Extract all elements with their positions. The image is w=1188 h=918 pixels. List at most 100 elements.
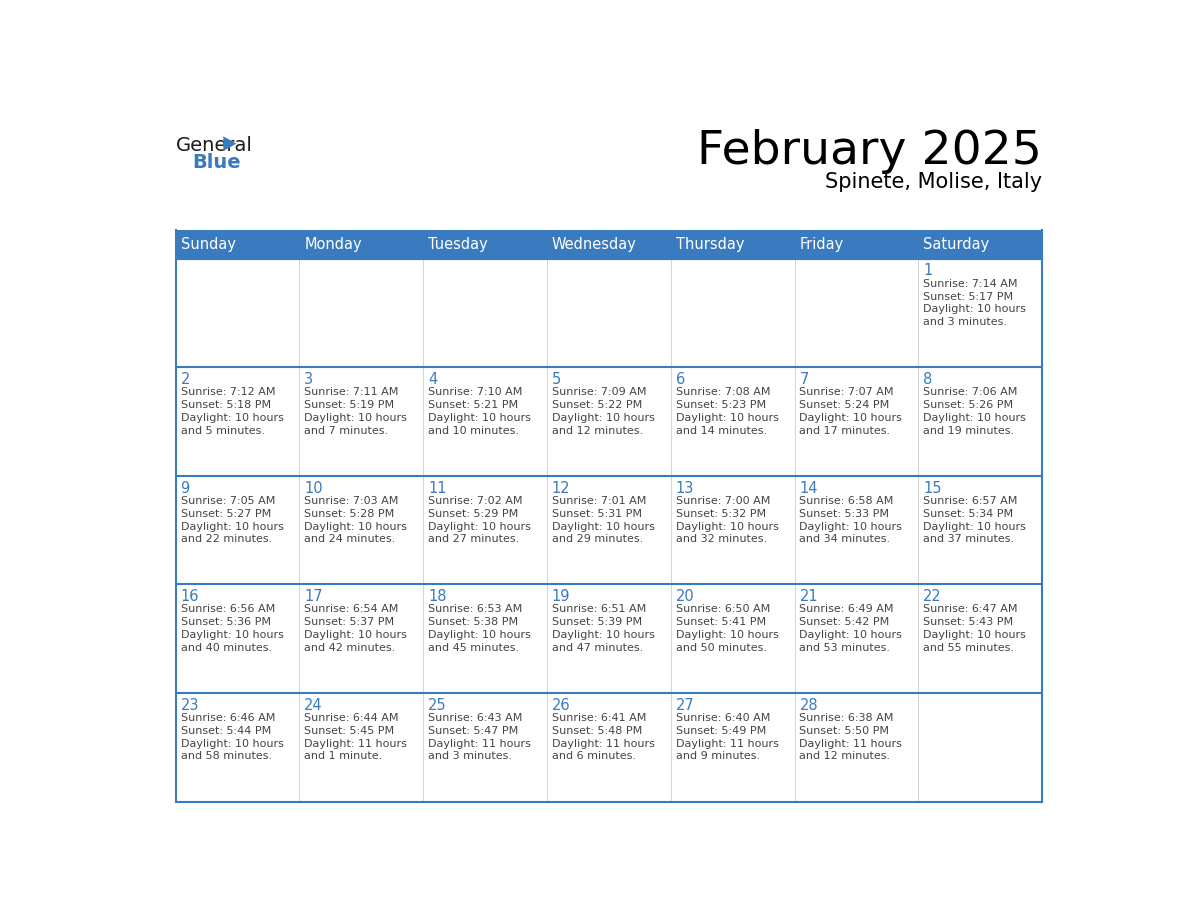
Bar [423,693,546,801]
Text: 16: 16 [181,589,200,604]
Text: 15: 15 [923,480,942,496]
Text: 3: 3 [304,372,314,387]
Bar [795,367,918,476]
Text: 1: 1 [923,263,933,278]
Text: 17: 17 [304,589,323,604]
Bar [176,259,299,367]
Bar [176,585,299,693]
Bar [795,476,918,585]
Text: Sunrise: 7:05 AM
Sunset: 5:27 PM
Daylight: 10 hours
and 22 minutes.: Sunrise: 7:05 AM Sunset: 5:27 PM Dayligh… [181,496,284,544]
Text: Spinete, Molise, Italy: Spinete, Molise, Italy [824,172,1042,192]
Text: Sunrise: 7:09 AM
Sunset: 5:22 PM
Daylight: 10 hours
and 12 minutes.: Sunrise: 7:09 AM Sunset: 5:22 PM Dayligh… [552,387,655,436]
Bar [795,585,918,693]
Text: Sunrise: 7:10 AM
Sunset: 5:21 PM
Daylight: 10 hours
and 10 minutes.: Sunrise: 7:10 AM Sunset: 5:21 PM Dayligh… [428,387,531,436]
Bar [546,476,671,585]
Text: Sunrise: 6:58 AM
Sunset: 5:33 PM
Daylight: 10 hours
and 34 minutes.: Sunrise: 6:58 AM Sunset: 5:33 PM Dayligh… [800,496,903,544]
Text: 7: 7 [800,372,809,387]
Text: Blue: Blue [192,152,241,172]
Text: 26: 26 [552,698,570,712]
Bar [918,476,1042,585]
Text: Sunrise: 7:02 AM
Sunset: 5:29 PM
Daylight: 10 hours
and 27 minutes.: Sunrise: 7:02 AM Sunset: 5:29 PM Dayligh… [428,496,531,544]
Bar [546,585,671,693]
Bar [299,230,423,259]
Text: Monday: Monday [304,237,362,252]
Bar [671,476,795,585]
Bar [423,585,546,693]
Bar [176,693,299,801]
Bar [795,259,918,367]
Bar [671,585,795,693]
Text: Sunrise: 7:00 AM
Sunset: 5:32 PM
Daylight: 10 hours
and 32 minutes.: Sunrise: 7:00 AM Sunset: 5:32 PM Dayligh… [676,496,778,544]
Text: Sunrise: 7:07 AM
Sunset: 5:24 PM
Daylight: 10 hours
and 17 minutes.: Sunrise: 7:07 AM Sunset: 5:24 PM Dayligh… [800,387,903,436]
Text: Sunrise: 6:44 AM
Sunset: 5:45 PM
Daylight: 11 hours
and 1 minute.: Sunrise: 6:44 AM Sunset: 5:45 PM Dayligh… [304,713,407,761]
Text: 22: 22 [923,589,942,604]
Text: 20: 20 [676,589,695,604]
Bar [546,367,671,476]
Text: Sunrise: 7:14 AM
Sunset: 5:17 PM
Daylight: 10 hours
and 3 minutes.: Sunrise: 7:14 AM Sunset: 5:17 PM Dayligh… [923,279,1026,327]
Text: Thursday: Thursday [676,237,744,252]
Text: 27: 27 [676,698,695,712]
Text: 23: 23 [181,698,200,712]
Bar [918,585,1042,693]
Text: Sunrise: 7:08 AM
Sunset: 5:23 PM
Daylight: 10 hours
and 14 minutes.: Sunrise: 7:08 AM Sunset: 5:23 PM Dayligh… [676,387,778,436]
Text: 11: 11 [428,480,447,496]
Bar [299,585,423,693]
Text: Sunrise: 7:06 AM
Sunset: 5:26 PM
Daylight: 10 hours
and 19 minutes.: Sunrise: 7:06 AM Sunset: 5:26 PM Dayligh… [923,387,1026,436]
Text: 9: 9 [181,480,190,496]
Bar [299,367,423,476]
Text: 5: 5 [552,372,561,387]
Text: Sunrise: 6:41 AM
Sunset: 5:48 PM
Daylight: 11 hours
and 6 minutes.: Sunrise: 6:41 AM Sunset: 5:48 PM Dayligh… [552,713,655,761]
Bar [671,367,795,476]
Text: 4: 4 [428,372,437,387]
Text: Sunrise: 6:43 AM
Sunset: 5:47 PM
Daylight: 11 hours
and 3 minutes.: Sunrise: 6:43 AM Sunset: 5:47 PM Dayligh… [428,713,531,761]
Text: Sunrise: 7:03 AM
Sunset: 5:28 PM
Daylight: 10 hours
and 24 minutes.: Sunrise: 7:03 AM Sunset: 5:28 PM Dayligh… [304,496,407,544]
Bar [176,367,299,476]
Bar [299,476,423,585]
Text: 2: 2 [181,372,190,387]
Text: Sunrise: 6:47 AM
Sunset: 5:43 PM
Daylight: 10 hours
and 55 minutes.: Sunrise: 6:47 AM Sunset: 5:43 PM Dayligh… [923,604,1026,653]
Text: Sunrise: 6:54 AM
Sunset: 5:37 PM
Daylight: 10 hours
and 42 minutes.: Sunrise: 6:54 AM Sunset: 5:37 PM Dayligh… [304,604,407,653]
Bar [299,693,423,801]
Bar [671,259,795,367]
Text: Sunrise: 7:11 AM
Sunset: 5:19 PM
Daylight: 10 hours
and 7 minutes.: Sunrise: 7:11 AM Sunset: 5:19 PM Dayligh… [304,387,407,436]
Bar [176,230,299,259]
Text: 14: 14 [800,480,819,496]
Text: 10: 10 [304,480,323,496]
Text: 18: 18 [428,589,447,604]
Text: Sunday: Sunday [181,237,235,252]
Text: Saturday: Saturday [923,237,990,252]
Bar [795,230,918,259]
Bar [918,259,1042,367]
Text: Sunrise: 6:38 AM
Sunset: 5:50 PM
Daylight: 11 hours
and 12 minutes.: Sunrise: 6:38 AM Sunset: 5:50 PM Dayligh… [800,713,903,761]
Bar [423,367,546,476]
Bar [299,259,423,367]
Text: Sunrise: 6:51 AM
Sunset: 5:39 PM
Daylight: 10 hours
and 47 minutes.: Sunrise: 6:51 AM Sunset: 5:39 PM Dayligh… [552,604,655,653]
Text: Sunrise: 6:46 AM
Sunset: 5:44 PM
Daylight: 10 hours
and 58 minutes.: Sunrise: 6:46 AM Sunset: 5:44 PM Dayligh… [181,713,284,761]
Bar [546,230,671,259]
Text: 19: 19 [552,589,570,604]
Text: Wednesday: Wednesday [552,237,637,252]
Text: 28: 28 [800,698,819,712]
Bar [546,259,671,367]
Bar [423,259,546,367]
Text: 6: 6 [676,372,685,387]
Text: 21: 21 [800,589,819,604]
Bar [918,230,1042,259]
Text: General: General [176,136,253,154]
Bar [423,476,546,585]
Text: February 2025: February 2025 [697,129,1042,174]
Text: Sunrise: 6:49 AM
Sunset: 5:42 PM
Daylight: 10 hours
and 53 minutes.: Sunrise: 6:49 AM Sunset: 5:42 PM Dayligh… [800,604,903,653]
Text: Sunrise: 7:12 AM
Sunset: 5:18 PM
Daylight: 10 hours
and 5 minutes.: Sunrise: 7:12 AM Sunset: 5:18 PM Dayligh… [181,387,284,436]
Text: Tuesday: Tuesday [428,237,488,252]
Text: Sunrise: 7:01 AM
Sunset: 5:31 PM
Daylight: 10 hours
and 29 minutes.: Sunrise: 7:01 AM Sunset: 5:31 PM Dayligh… [552,496,655,544]
Bar [918,367,1042,476]
Text: 13: 13 [676,480,694,496]
Text: Sunrise: 6:57 AM
Sunset: 5:34 PM
Daylight: 10 hours
and 37 minutes.: Sunrise: 6:57 AM Sunset: 5:34 PM Dayligh… [923,496,1026,544]
Polygon shape [223,137,236,151]
Bar [176,476,299,585]
Bar [671,230,795,259]
Bar [423,230,546,259]
Text: 24: 24 [304,698,323,712]
Bar [671,693,795,801]
Text: 8: 8 [923,372,933,387]
